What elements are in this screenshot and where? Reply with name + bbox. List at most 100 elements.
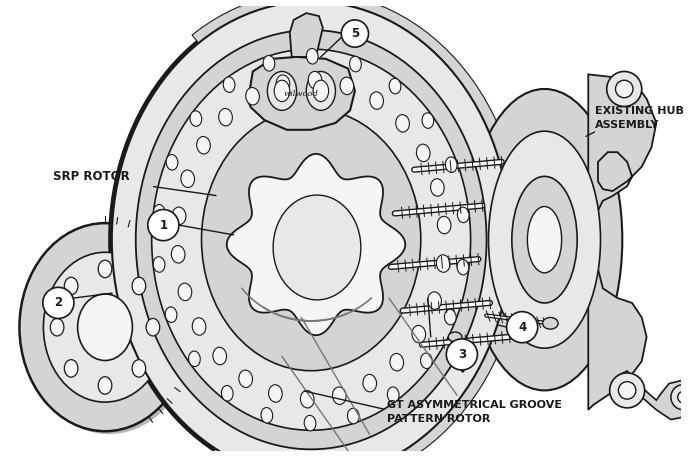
Ellipse shape	[213, 347, 227, 365]
Ellipse shape	[23, 226, 195, 434]
Circle shape	[618, 382, 636, 399]
Ellipse shape	[132, 277, 146, 295]
Text: GT ASYMMETRICAL GROOVE
PATTERN ROTOR: GT ASYMMETRICAL GROOVE PATTERN ROTOR	[387, 400, 562, 424]
Ellipse shape	[261, 408, 273, 423]
Ellipse shape	[332, 387, 346, 404]
Ellipse shape	[436, 255, 450, 272]
Ellipse shape	[347, 408, 359, 424]
Ellipse shape	[438, 216, 451, 234]
Ellipse shape	[527, 207, 561, 273]
Polygon shape	[227, 154, 405, 335]
Ellipse shape	[445, 157, 457, 172]
Ellipse shape	[274, 80, 290, 101]
Ellipse shape	[267, 71, 297, 110]
Ellipse shape	[363, 374, 377, 392]
Text: 1: 1	[160, 218, 167, 232]
Ellipse shape	[202, 109, 421, 371]
Ellipse shape	[218, 108, 232, 126]
Circle shape	[148, 210, 179, 241]
Ellipse shape	[389, 78, 401, 94]
Ellipse shape	[448, 332, 462, 342]
Text: 2: 2	[55, 297, 62, 309]
Ellipse shape	[269, 385, 282, 402]
Ellipse shape	[153, 204, 165, 220]
Circle shape	[671, 384, 696, 410]
Ellipse shape	[165, 307, 177, 323]
Ellipse shape	[542, 318, 558, 329]
Ellipse shape	[152, 49, 470, 430]
Ellipse shape	[430, 179, 444, 196]
Polygon shape	[290, 13, 323, 57]
Ellipse shape	[98, 260, 112, 278]
Text: wilwood: wilwood	[284, 90, 319, 98]
Ellipse shape	[457, 207, 469, 223]
Ellipse shape	[197, 137, 210, 154]
Ellipse shape	[178, 283, 192, 301]
Circle shape	[610, 373, 645, 408]
Ellipse shape	[78, 294, 132, 361]
Ellipse shape	[153, 257, 165, 272]
Ellipse shape	[428, 292, 442, 309]
Ellipse shape	[166, 154, 178, 170]
Ellipse shape	[239, 370, 253, 388]
Ellipse shape	[390, 353, 404, 371]
Ellipse shape	[132, 360, 146, 377]
Circle shape	[678, 391, 690, 403]
Text: 4: 4	[518, 321, 526, 334]
Ellipse shape	[370, 92, 384, 109]
Ellipse shape	[146, 319, 160, 336]
Ellipse shape	[422, 113, 434, 128]
Ellipse shape	[276, 75, 290, 92]
Circle shape	[342, 20, 368, 47]
Ellipse shape	[172, 245, 185, 263]
Polygon shape	[248, 57, 355, 130]
Circle shape	[615, 80, 633, 98]
Ellipse shape	[313, 80, 328, 101]
Ellipse shape	[43, 252, 167, 402]
Ellipse shape	[263, 56, 275, 71]
Ellipse shape	[444, 309, 456, 325]
Ellipse shape	[193, 318, 206, 335]
Ellipse shape	[489, 131, 601, 348]
Ellipse shape	[110, 0, 512, 457]
Ellipse shape	[304, 415, 316, 431]
Ellipse shape	[349, 56, 361, 72]
Ellipse shape	[421, 353, 433, 368]
Circle shape	[607, 71, 642, 106]
Ellipse shape	[172, 207, 186, 224]
Ellipse shape	[340, 77, 354, 95]
Ellipse shape	[307, 71, 335, 110]
Ellipse shape	[188, 351, 200, 367]
Ellipse shape	[221, 386, 233, 401]
Ellipse shape	[308, 71, 322, 89]
Ellipse shape	[223, 77, 235, 92]
Ellipse shape	[512, 176, 578, 303]
Polygon shape	[588, 74, 657, 410]
Polygon shape	[192, 0, 522, 457]
Ellipse shape	[190, 111, 202, 126]
Text: EXISTING HUB
ASSEMBLY: EXISTING HUB ASSEMBLY	[595, 106, 684, 130]
Ellipse shape	[416, 144, 430, 162]
Circle shape	[507, 312, 538, 343]
Ellipse shape	[181, 170, 195, 187]
Ellipse shape	[467, 89, 622, 390]
Ellipse shape	[457, 259, 469, 275]
Ellipse shape	[387, 387, 399, 403]
Ellipse shape	[20, 223, 190, 431]
Circle shape	[447, 339, 477, 370]
Ellipse shape	[307, 48, 318, 64]
Ellipse shape	[273, 195, 360, 300]
Ellipse shape	[98, 377, 112, 394]
Circle shape	[43, 287, 74, 319]
Ellipse shape	[64, 360, 78, 377]
Text: SRP ROTOR: SRP ROTOR	[53, 170, 130, 183]
Ellipse shape	[112, 1, 510, 457]
Text: 3: 3	[458, 348, 466, 361]
Ellipse shape	[64, 277, 78, 295]
Polygon shape	[617, 371, 695, 420]
Ellipse shape	[300, 390, 314, 408]
Ellipse shape	[136, 30, 486, 449]
Ellipse shape	[50, 319, 64, 336]
Ellipse shape	[412, 325, 426, 343]
Ellipse shape	[395, 115, 409, 132]
